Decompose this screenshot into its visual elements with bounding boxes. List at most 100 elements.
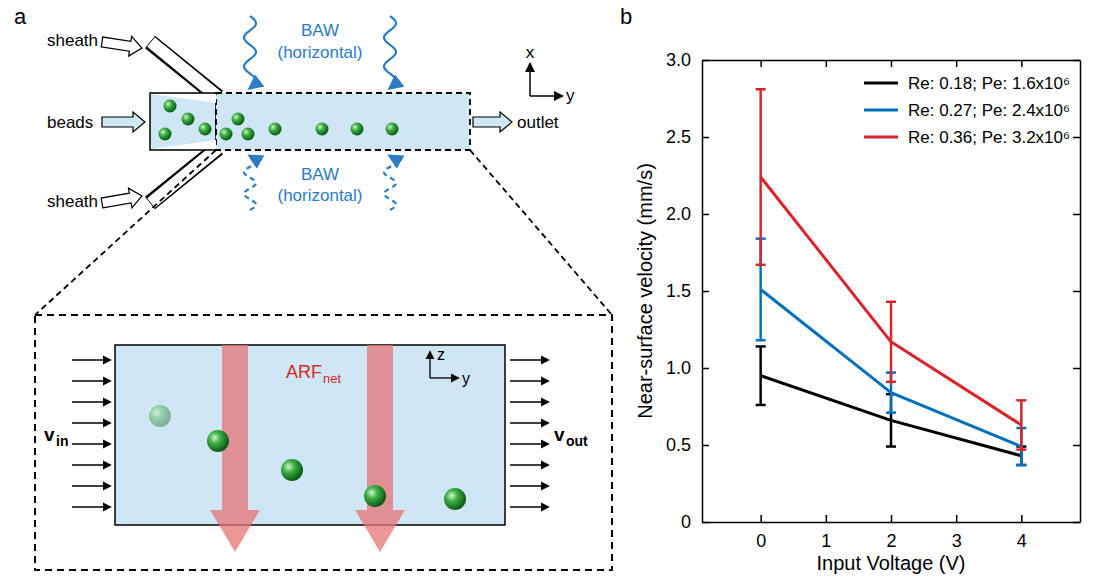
bead (149, 405, 171, 427)
tick (1073, 522, 1080, 523)
panel-b: b0123400.51.01.52.02.53.0Input Voltage (… (620, 4, 1081, 574)
tick: 1.5 (666, 281, 709, 301)
tick-mark (1073, 214, 1080, 216)
tick-mark (1073, 368, 1080, 370)
tick-label: 1 (821, 531, 831, 551)
tick (891, 60, 892, 67)
tick: 2 (886, 515, 896, 551)
figure: asheathbeadssheathoutletBAW(horizontal)B… (0, 0, 1110, 579)
tick (1021, 60, 1022, 67)
velocity-label-sub: out (566, 433, 588, 449)
inset-channel (115, 345, 505, 525)
bead (351, 123, 364, 136)
legend-item: Re: 0.18; Pe: 1.6x10⁶ (864, 74, 1070, 93)
error-bar-cap (756, 345, 766, 348)
bead (232, 113, 245, 126)
sheath-tube (151, 42, 218, 97)
legend-item: Re: 0.36; Pe: 3.2x10⁶ (864, 128, 1070, 147)
sheath-flow (151, 140, 216, 149)
tick-label: 1.5 (666, 281, 691, 301)
flow-arrow (72, 422, 110, 423)
zoom-region (216, 93, 470, 150)
tick (1073, 137, 1080, 138)
tick-mark (702, 214, 709, 216)
channel (216, 93, 470, 150)
x-axis-top (703, 60, 1081, 67)
legend-label: Re: 0.36; Pe: 3.2x10⁶ (908, 128, 1070, 147)
flow-arrow (510, 401, 548, 402)
tick: 1 (821, 515, 831, 551)
bead (164, 100, 177, 113)
sheath-tube-outline (150, 42, 218, 97)
flow-arrow (72, 464, 110, 465)
y-axis-right (1073, 61, 1081, 523)
axis-arrow (429, 352, 430, 378)
tick-label: 2 (886, 531, 896, 551)
legend-label: Re: 0.27; Pe: 2.4x10⁶ (908, 101, 1070, 120)
bead (281, 459, 303, 481)
sheath-tube-outline (150, 148, 218, 203)
force-label: ARF (286, 362, 322, 382)
tick (1073, 368, 1080, 369)
sheath-arrow (101, 188, 142, 208)
error-bar-cap (886, 301, 896, 304)
tick-mark (1073, 291, 1080, 293)
tick-mark (760, 515, 762, 522)
tick-mark (702, 368, 709, 370)
tick: 4 (1017, 515, 1027, 551)
legend-label: Re: 0.18; Pe: 1.6x10⁶ (908, 74, 1070, 93)
tick-mark (891, 60, 893, 67)
tick: 1.0 (666, 358, 709, 378)
tick: 0 (756, 515, 766, 551)
flow-arrow (72, 380, 110, 381)
flow-arrow (510, 380, 548, 381)
tick-mark (702, 522, 709, 524)
axis-arrow (430, 377, 458, 378)
x-axis: 01234 (703, 515, 1081, 551)
tick: 3.0 (666, 50, 709, 70)
error-bar-cap (1016, 464, 1026, 467)
tick (1073, 291, 1080, 292)
flow-arrow (72, 359, 110, 360)
panel-letter: a (14, 4, 27, 29)
tick (1073, 214, 1080, 215)
tick-mark (1073, 445, 1080, 447)
tick-label: 3.0 (666, 50, 691, 70)
label: x (526, 43, 535, 62)
legend-swatch (864, 136, 898, 139)
tick-mark (702, 291, 709, 293)
force-label-sub: net (323, 371, 341, 386)
beads-arrow (102, 112, 145, 132)
legend: Re: 0.18; Pe: 1.6x10⁶ Re: 0.27; Pe: 2.4x1… (864, 74, 1070, 147)
series (756, 239, 1027, 465)
bead (386, 123, 399, 136)
tick (761, 60, 762, 67)
label: (horizontal) (277, 43, 362, 62)
error-bar-cap (886, 411, 896, 414)
panel-a: asheathbeadssheathoutletBAW(horizontal)B… (14, 4, 612, 570)
tick-mark (956, 515, 958, 522)
velocity-label: v (44, 424, 55, 445)
tick: 0 (681, 512, 709, 532)
tick: 0.5 (666, 435, 709, 455)
baw-wave (244, 16, 256, 88)
tick: 2.5 (666, 127, 709, 147)
tick: 2.0 (666, 204, 709, 224)
error-bar-cap (1016, 448, 1026, 451)
legend-swatch (864, 109, 898, 112)
error-bar-cap (756, 264, 766, 267)
error-bar-cap (1016, 464, 1026, 467)
tick-mark (826, 515, 828, 522)
zoom-line (35, 150, 216, 315)
error-bar-cap (756, 88, 766, 91)
label: y (566, 86, 575, 105)
error-bar-cap (886, 445, 896, 448)
tick (956, 60, 957, 67)
bead (242, 128, 255, 141)
outlet-arrow (473, 112, 512, 132)
bead (182, 113, 195, 126)
axis-title: Near-surface velocity (mm/s) (634, 163, 656, 419)
inset-box (35, 315, 612, 570)
bead (364, 485, 386, 507)
velocity-label: v (554, 424, 565, 445)
